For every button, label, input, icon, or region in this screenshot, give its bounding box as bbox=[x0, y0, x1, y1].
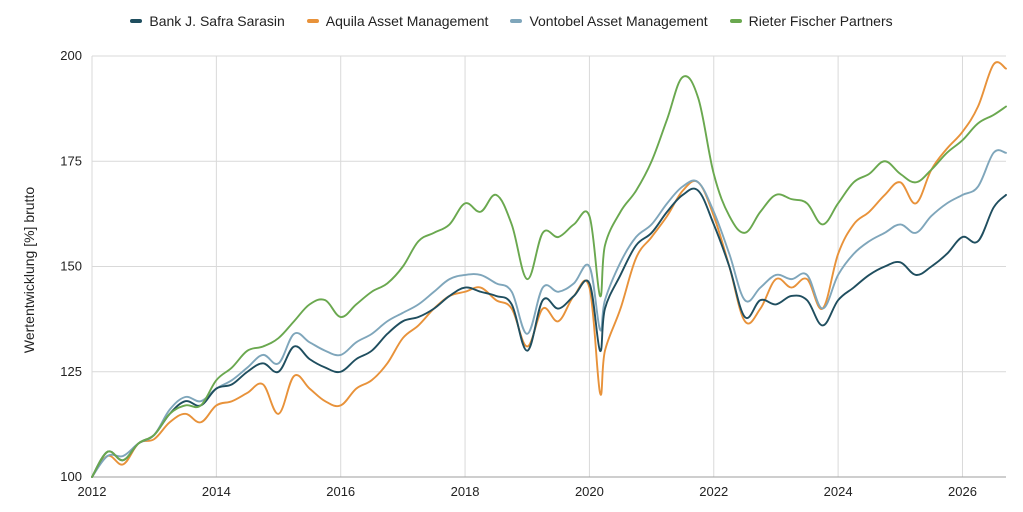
legend-item[interactable]: Rieter Fischer Partners bbox=[729, 13, 893, 29]
y-tick-label: 200 bbox=[60, 48, 82, 63]
legend-label: Aquila Asset Management bbox=[325, 13, 489, 29]
x-tick-label: 2020 bbox=[575, 484, 604, 499]
x-tick-label: 2024 bbox=[824, 484, 853, 499]
y-tick-label: 100 bbox=[60, 469, 82, 484]
series-line bbox=[91, 187, 1007, 478]
x-tick-label: 2018 bbox=[451, 484, 480, 499]
y-tick-label: 125 bbox=[60, 364, 82, 379]
y-tick-label: 175 bbox=[60, 153, 82, 168]
series-line bbox=[91, 75, 1007, 478]
legend-swatch bbox=[729, 19, 742, 23]
x-tick-label: 2022 bbox=[699, 484, 728, 499]
legend-label: Rieter Fischer Partners bbox=[748, 13, 893, 29]
series-layer bbox=[91, 61, 1007, 478]
y-tick-label: 150 bbox=[60, 259, 82, 274]
x-tick-label: 2012 bbox=[78, 484, 107, 499]
legend-item[interactable]: Aquila Asset Management bbox=[306, 13, 489, 29]
legend-swatch bbox=[510, 19, 523, 23]
legend-label: Vontobel Asset Management bbox=[529, 13, 708, 29]
x-tick-label: 2026 bbox=[948, 484, 977, 499]
grid-layer bbox=[91, 55, 1006, 478]
chart-legend: Bank J. Safra Sarasin Aquila Asset Manag… bbox=[0, 13, 1023, 29]
x-tick-label: 2016 bbox=[326, 484, 355, 499]
x-tick-label: 2014 bbox=[202, 484, 231, 499]
legend-item[interactable]: Bank J. Safra Sarasin bbox=[130, 13, 285, 29]
legend-swatch bbox=[130, 19, 143, 23]
legend-item[interactable]: Vontobel Asset Management bbox=[510, 13, 708, 29]
series-line bbox=[91, 149, 1007, 478]
legend-label: Bank J. Safra Sarasin bbox=[149, 13, 285, 29]
legend-swatch bbox=[306, 19, 319, 23]
series-line bbox=[91, 61, 1007, 478]
tick-labels: 100 125 150 175 200 2012 2014 2016 2018 2020 2022 2… bbox=[60, 48, 977, 499]
